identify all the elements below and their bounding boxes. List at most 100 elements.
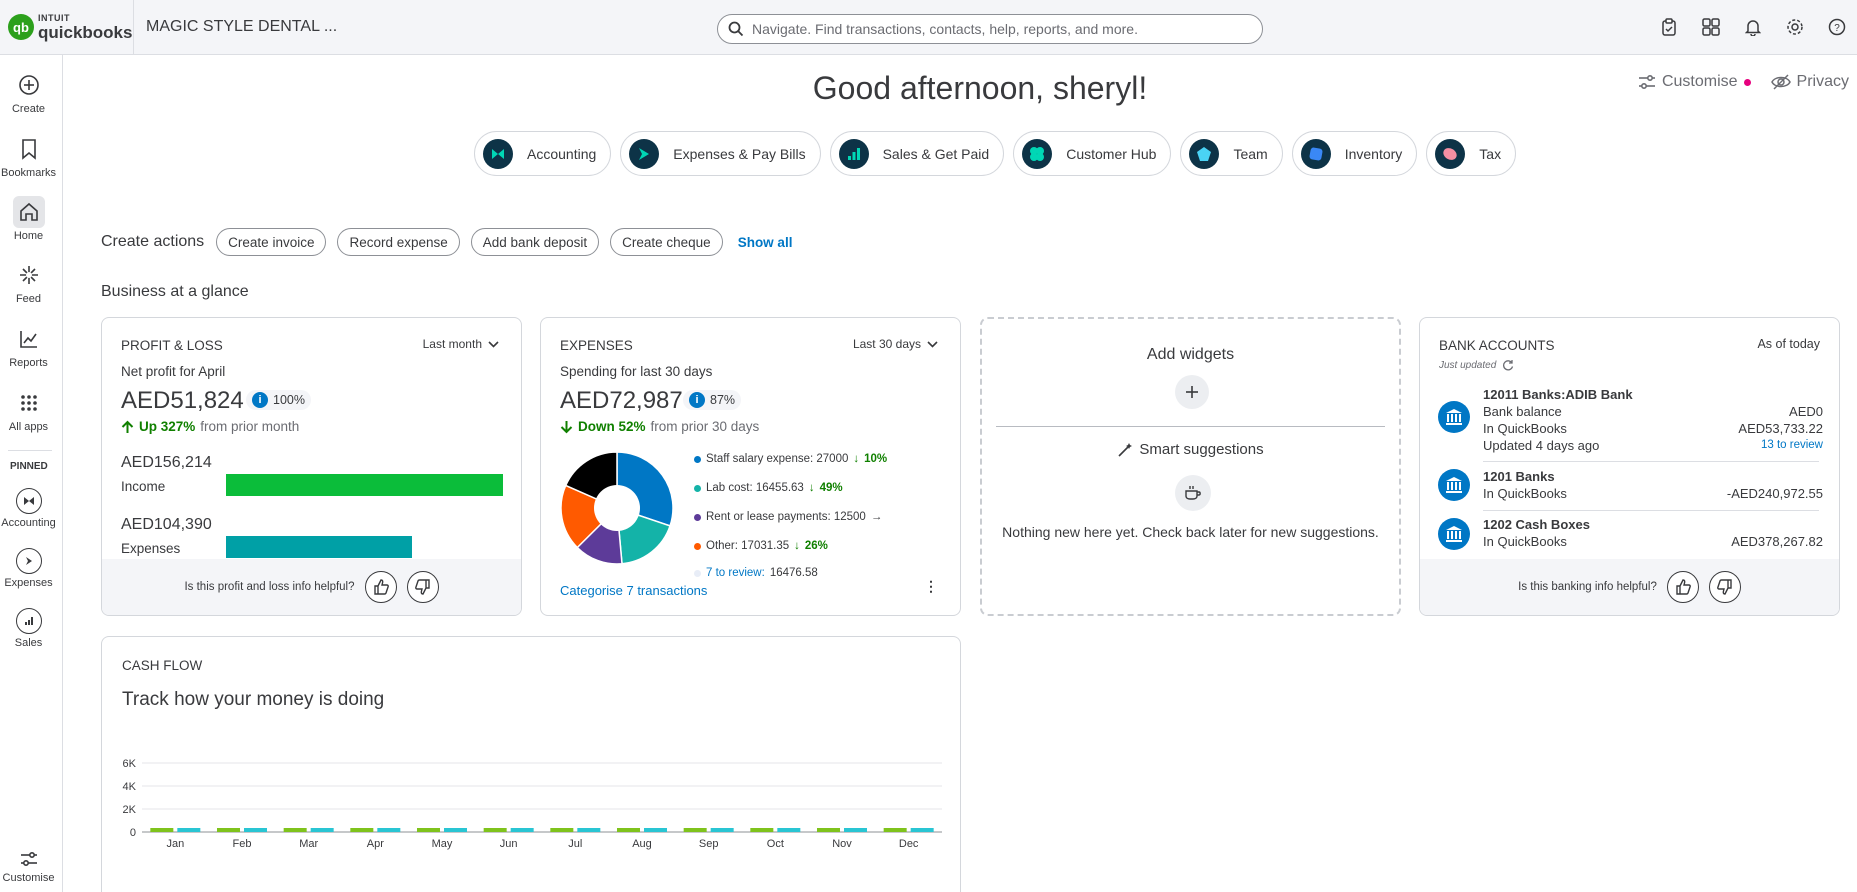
refresh-icon[interactable] — [1502, 359, 1514, 371]
expenses-donut-chart[interactable] — [559, 450, 675, 566]
thumbs-down-button[interactable] — [1708, 571, 1741, 603]
expenses-period-select[interactable]: Last 30 days — [853, 337, 938, 351]
profit-loss-pct-badge[interactable]: i 100% — [246, 390, 311, 410]
nav-pinned-accounting-label: Accounting — [1, 517, 56, 529]
nav-pinned-sales[interactable]: Sales — [0, 608, 57, 649]
app-team-label: Team — [1233, 145, 1268, 162]
cash-flow-bar[interactable] — [244, 828, 267, 832]
expenses-bar[interactable] — [226, 536, 412, 558]
donut-slice[interactable] — [560, 484, 619, 549]
bell-icon[interactable] — [1743, 17, 1763, 37]
create-invoice-button[interactable]: Create invoice — [216, 228, 327, 256]
app-expenses[interactable]: Expenses & Pay Bills — [620, 131, 821, 176]
bank-account-name: 12011 Banks:ADIB Bank — [1483, 387, 1633, 402]
privacy-link[interactable]: Privacy — [1770, 73, 1849, 91]
search-input[interactable]: Navigate. Find transactions, contacts, h… — [717, 14, 1263, 44]
legend-to-review-link[interactable]: 7 to review: — [706, 567, 765, 579]
quickbooks-logo[interactable]: qb INTUIT quickbooks — [0, 0, 134, 55]
record-expense-button[interactable]: Record expense — [337, 228, 460, 256]
cash-flow-bar[interactable] — [177, 828, 201, 832]
cash-flow-bar[interactable] — [377, 828, 401, 832]
nav-feed[interactable]: Feed — [0, 259, 57, 305]
thumbs-up-icon — [1676, 579, 1691, 595]
expenses-trend-value: Down 52% — [578, 419, 646, 434]
x-tick-label: May — [432, 838, 453, 850]
bank-divider — [1483, 510, 1819, 511]
profit-loss-period-select[interactable]: Last month — [423, 337, 499, 351]
bank-as-of: As of today — [1757, 337, 1820, 351]
x-tick-label: Mar — [299, 838, 318, 850]
cash-flow-bar[interactable] — [577, 828, 601, 832]
create-cheque-button[interactable]: Create cheque — [610, 228, 723, 256]
x-tick-label: Jan — [166, 838, 184, 850]
cash-flow-bar[interactable] — [844, 828, 867, 832]
nav-create[interactable]: Create — [0, 69, 57, 115]
company-name[interactable]: MAGIC STYLE DENTAL ... — [146, 18, 338, 35]
cash-flow-bar[interactable] — [910, 828, 934, 832]
cash-flow-bar[interactable] — [750, 828, 774, 832]
cash-flow-bar[interactable] — [350, 828, 374, 832]
cash-flow-chart[interactable]: 6K 4K 2K 0 Jan Feb Mar Apr May Jun Jul Aug Sep Oct Nov… — [102, 747, 961, 892]
cash-flow-bar[interactable] — [483, 828, 507, 832]
cash-flow-bar[interactable] — [550, 828, 574, 832]
cash-flow-bar[interactable] — [283, 828, 307, 832]
app-tax-label: Tax — [1479, 145, 1502, 162]
cash-flow-bar[interactable] — [883, 828, 907, 832]
cash-flow-bar[interactable] — [444, 828, 467, 832]
add-widgets-title: Add widgets — [1146, 346, 1235, 363]
thumbs-up-button[interactable] — [1666, 571, 1699, 603]
expenses-pct-badge[interactable]: i 87% — [683, 390, 742, 410]
more-menu-icon[interactable]: ⋮ — [924, 578, 938, 594]
nav-all-apps[interactable]: All apps — [0, 387, 57, 433]
cash-flow-bar[interactable] — [710, 828, 734, 832]
show-all-link[interactable]: Show all — [737, 234, 793, 250]
nav-pinned-expenses[interactable]: Expenses — [0, 548, 57, 589]
cash-flow-bar[interactable] — [417, 828, 440, 832]
legend-other[interactable]: Other: 17031.35 ↓ 26% — [694, 540, 828, 552]
cash-flow-bar[interactable] — [150, 828, 174, 832]
legend-lab-cost[interactable]: Lab cost: 16455.63 ↓ 49% — [694, 482, 843, 494]
legend-staff-salary-label: Staff salary expense: 27000 — [706, 453, 849, 465]
legend-lab-cost-change: 49% — [819, 482, 843, 494]
apps-grid-icon[interactable] — [1701, 17, 1721, 37]
cash-flow-bar[interactable] — [777, 828, 801, 832]
in-quickbooks-label: In QuickBooks — [1483, 421, 1567, 436]
app-team[interactable]: Team — [1180, 131, 1283, 176]
thumbs-down-button[interactable] — [406, 571, 439, 603]
legend-to-review[interactable]: 7 to review: 16476.58 — [694, 567, 818, 579]
cash-flow-bar[interactable] — [683, 828, 707, 832]
bank-divider — [1483, 461, 1819, 462]
help-icon[interactable]: ? — [1827, 17, 1847, 37]
cash-flow-bar[interactable] — [817, 828, 840, 832]
nav-pinned-accounting[interactable]: Accounting — [0, 488, 57, 529]
legend-other-label: Other: 17031.35 — [706, 540, 790, 552]
add-widget-button[interactable] — [1175, 375, 1209, 409]
app-customer-hub[interactable]: Customer Hub — [1013, 131, 1172, 176]
add-bank-deposit-button[interactable]: Add bank deposit — [470, 228, 600, 256]
tasks-icon[interactable] — [1659, 17, 1679, 37]
app-tax[interactable]: Tax — [1426, 131, 1517, 176]
customise-link[interactable]: Customise — [1638, 73, 1751, 91]
cash-flow-bar[interactable] — [617, 828, 640, 832]
app-sales[interactable]: Sales & Get Paid — [829, 131, 1005, 176]
cash-flow-bar[interactable] — [310, 828, 334, 832]
cash-flow-bar[interactable] — [510, 828, 534, 832]
to-review-link[interactable]: 13 to review — [1760, 439, 1823, 451]
gear-icon[interactable] — [1785, 17, 1805, 37]
nav-customise[interactable]: Customise — [0, 848, 57, 884]
nav-reports[interactable]: Reports — [0, 323, 57, 369]
bank-account-1201[interactable]: 1201 Banks In QuickBooks -AED240,972.55 — [1438, 468, 1823, 504]
bank-account-adib[interactable]: 12011 Banks:ADIB Bank Bank balance In Qu… — [1438, 386, 1823, 456]
income-bar[interactable] — [226, 474, 503, 496]
bank-account-1202[interactable]: 1202 Cash Boxes In QuickBooks AED378,267… — [1438, 516, 1823, 552]
legend-rent[interactable]: Rent or lease payments: 12500 → — [694, 511, 882, 523]
thumbs-up-button[interactable] — [364, 571, 397, 603]
legend-staff-salary[interactable]: Staff salary expense: 27000 ↓ 10% — [694, 453, 887, 465]
cash-flow-bar[interactable] — [217, 828, 240, 832]
cash-flow-bar[interactable] — [644, 828, 667, 832]
app-inventory[interactable]: Inventory — [1291, 131, 1418, 176]
nav-bookmarks[interactable]: Bookmarks — [0, 133, 57, 179]
categorise-transactions-link[interactable]: Categorise 7 transactions — [560, 583, 708, 598]
app-accounting[interactable]: Accounting — [474, 131, 612, 176]
nav-home[interactable]: Home — [0, 196, 57, 242]
